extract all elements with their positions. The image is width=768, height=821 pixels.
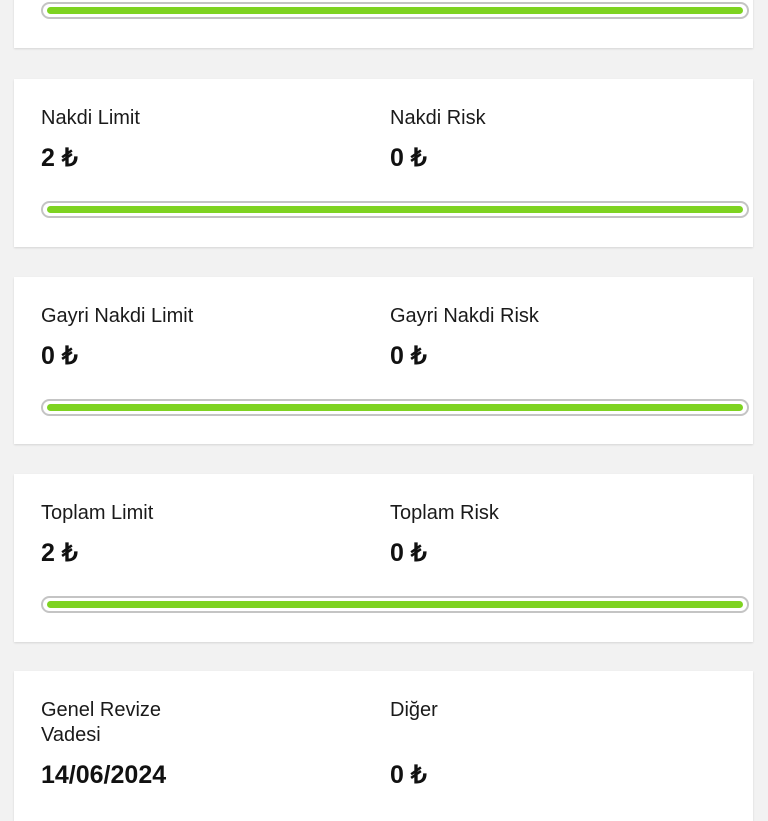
- toplam-limit-value: 2 ₺: [41, 539, 78, 567]
- diger-label: Diğer: [390, 699, 438, 721]
- progress-bar: [41, 201, 749, 218]
- card-top: [14, 0, 753, 48]
- toplam-limit-label: Toplam Limit: [41, 502, 154, 524]
- diger-value: 0 ₺: [390, 761, 427, 789]
- gayri-nakdi-risk-value: 0 ₺: [390, 342, 427, 370]
- progress-fill: [47, 7, 743, 14]
- card-revize: Genel Revize Vadesi 14/06/2024 Diğer 0 ₺: [14, 671, 753, 821]
- gayri-nakdi-risk-label: Gayri Nakdi Risk: [390, 305, 539, 327]
- nakdi-limit-label: Nakdi Limit: [41, 107, 140, 129]
- card-toplam: Toplam Limit 2 ₺ Toplam Risk 0 ₺: [14, 474, 753, 642]
- nakdi-limit-value: 2 ₺: [41, 144, 78, 172]
- nakdi-risk-label: Nakdi Risk: [390, 107, 486, 129]
- card-gayri-nakdi: Gayri Nakdi Limit 0 ₺ Gayri Nakdi Risk 0 ₺: [14, 277, 753, 444]
- progress-fill: [47, 206, 743, 213]
- gayri-nakdi-limit-label: Gayri Nakdi Limit: [41, 305, 194, 327]
- gayri-nakdi-limit-value: 0 ₺: [41, 342, 78, 370]
- progress-fill: [47, 601, 743, 608]
- genel-revize-vadesi-label: Genel Revize Vadesi: [41, 699, 162, 746]
- progress-fill: [47, 404, 743, 411]
- genel-revize-vadesi-value: 14/06/2024: [41, 761, 167, 789]
- nakdi-risk-value: 0 ₺: [390, 144, 427, 172]
- progress-bar: [41, 399, 749, 416]
- progress-bar: [41, 596, 749, 613]
- toplam-risk-value: 0 ₺: [390, 539, 427, 567]
- progress-bar: [41, 2, 749, 19]
- toplam-risk-label: Toplam Risk: [390, 502, 499, 524]
- card-nakdi: Nakdi Limit 2 ₺ Nakdi Risk 0 ₺: [14, 79, 753, 247]
